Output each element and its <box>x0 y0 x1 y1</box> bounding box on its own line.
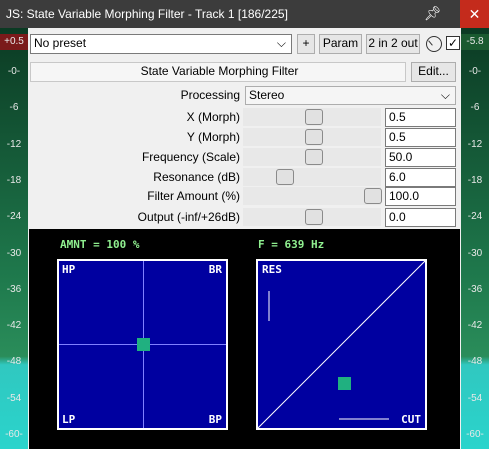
meter-scale-label: -24 <box>6 211 22 223</box>
meter-scale-label: -36 <box>6 283 22 295</box>
meter-scale-label: -6 <box>9 102 19 114</box>
left-meter <box>0 28 28 449</box>
meter-scale-label: -36 <box>467 283 483 295</box>
right-meter <box>461 28 489 449</box>
param-value[interactable]: 0.0 <box>385 208 456 227</box>
processing-dropdown[interactable]: Stereo ⌵ <box>245 86 456 105</box>
meter-scale-label: -48 <box>6 356 22 368</box>
slider-track[interactable] <box>243 148 381 166</box>
slider-thumb[interactable] <box>305 129 323 145</box>
meter-scale-label: -48 <box>467 356 483 368</box>
slider-thumb[interactable] <box>305 149 323 165</box>
meter-scale-label: -54 <box>467 392 483 404</box>
param-label: Frequency (Scale) <box>141 150 240 164</box>
slider-thumb[interactable] <box>364 188 382 204</box>
meter-scale-label: -60- <box>5 429 23 440</box>
slider-thumb[interactable] <box>305 209 323 225</box>
pad-label: CUT <box>401 413 421 426</box>
pin-button[interactable]: 📌︎ <box>424 5 442 21</box>
bypass-checkbox[interactable]: ✓ <box>446 36 460 50</box>
left-peak: +0.5 <box>0 34 28 50</box>
close-button[interactable]: ✕ <box>460 0 489 28</box>
slider-track[interactable] <box>243 108 381 126</box>
param-label: Filter Amount (%) <box>147 189 240 203</box>
plugin-name: State Variable Morphing Filter <box>30 62 406 82</box>
meter-scale-label: -24 <box>467 211 483 223</box>
frequency-readout: F = 639 Hz <box>258 238 325 251</box>
meter-scale-label: -42 <box>6 320 22 332</box>
window-title: JS: State Variable Morphing Filter - Tra… <box>6 7 288 21</box>
param-value[interactable]: 100.0 <box>385 187 456 206</box>
param-label: Processing <box>180 88 240 102</box>
meter-scale-label: -54 <box>6 392 22 404</box>
morph-pad[interactable]: HP BR LP BP <box>57 259 228 430</box>
edit-button[interactable]: Edit... <box>411 62 456 82</box>
processing-value: Stereo <box>249 88 285 102</box>
param-value[interactable]: 0.5 <box>385 128 456 147</box>
meter-scale-label: -0- <box>7 66 21 77</box>
meter-scale-label: -0- <box>468 66 482 77</box>
param-label: Resonance (dB) <box>153 170 240 184</box>
wet-knob[interactable] <box>426 36 442 52</box>
slider-track[interactable] <box>243 168 381 186</box>
meter-scale-label: -60- <box>466 429 484 440</box>
param-label: Output (-inf/+26dB) <box>137 210 240 224</box>
meter-scale-label: -18 <box>467 174 483 186</box>
morph-handle[interactable] <box>137 338 150 351</box>
param-label: Y (Morph) <box>186 130 240 144</box>
param-value[interactable]: 6.0 <box>385 168 456 187</box>
pad-label: LP <box>62 413 76 426</box>
meter-scale-label: -12 <box>467 138 483 150</box>
meter-scale-label: -30 <box>467 247 483 259</box>
slider-thumb[interactable] <box>276 169 294 185</box>
io-button[interactable]: 2 in 2 out <box>366 34 420 54</box>
meter-scale-label: -42 <box>467 320 483 332</box>
cutoff-diagonal <box>258 261 425 428</box>
filter-pad[interactable]: RES CUT <box>256 259 427 430</box>
right-peak: -5.8 <box>461 34 489 50</box>
param-value[interactable]: 0.5 <box>385 108 456 127</box>
pad-label: BP <box>208 413 222 426</box>
amount-readout: AMNT = 100 % <box>60 238 140 251</box>
slider-track[interactable] <box>243 208 381 226</box>
filter-handle[interactable] <box>338 377 351 390</box>
meter-scale-label: -18 <box>6 174 22 186</box>
slider-track[interactable] <box>243 187 382 205</box>
param-label: X (Morph) <box>186 110 240 124</box>
pad-label: RES <box>262 263 282 276</box>
meter-scale-label: -12 <box>6 138 22 150</box>
meter-scale-label: -6 <box>470 102 480 114</box>
add-preset-button[interactable]: + <box>297 34 315 54</box>
preset-dropdown[interactable]: No preset ⌵ <box>30 34 292 54</box>
preset-text: No preset <box>34 36 87 50</box>
param-button[interactable]: Param <box>319 34 362 54</box>
slider-thumb[interactable] <box>305 109 323 125</box>
pad-label: HP <box>62 263 76 276</box>
pad-label: BR <box>208 263 222 276</box>
param-value[interactable]: 50.0 <box>385 148 456 167</box>
meter-scale-label: -30 <box>6 247 22 259</box>
slider-track[interactable] <box>243 128 381 146</box>
title-bar <box>0 0 489 28</box>
